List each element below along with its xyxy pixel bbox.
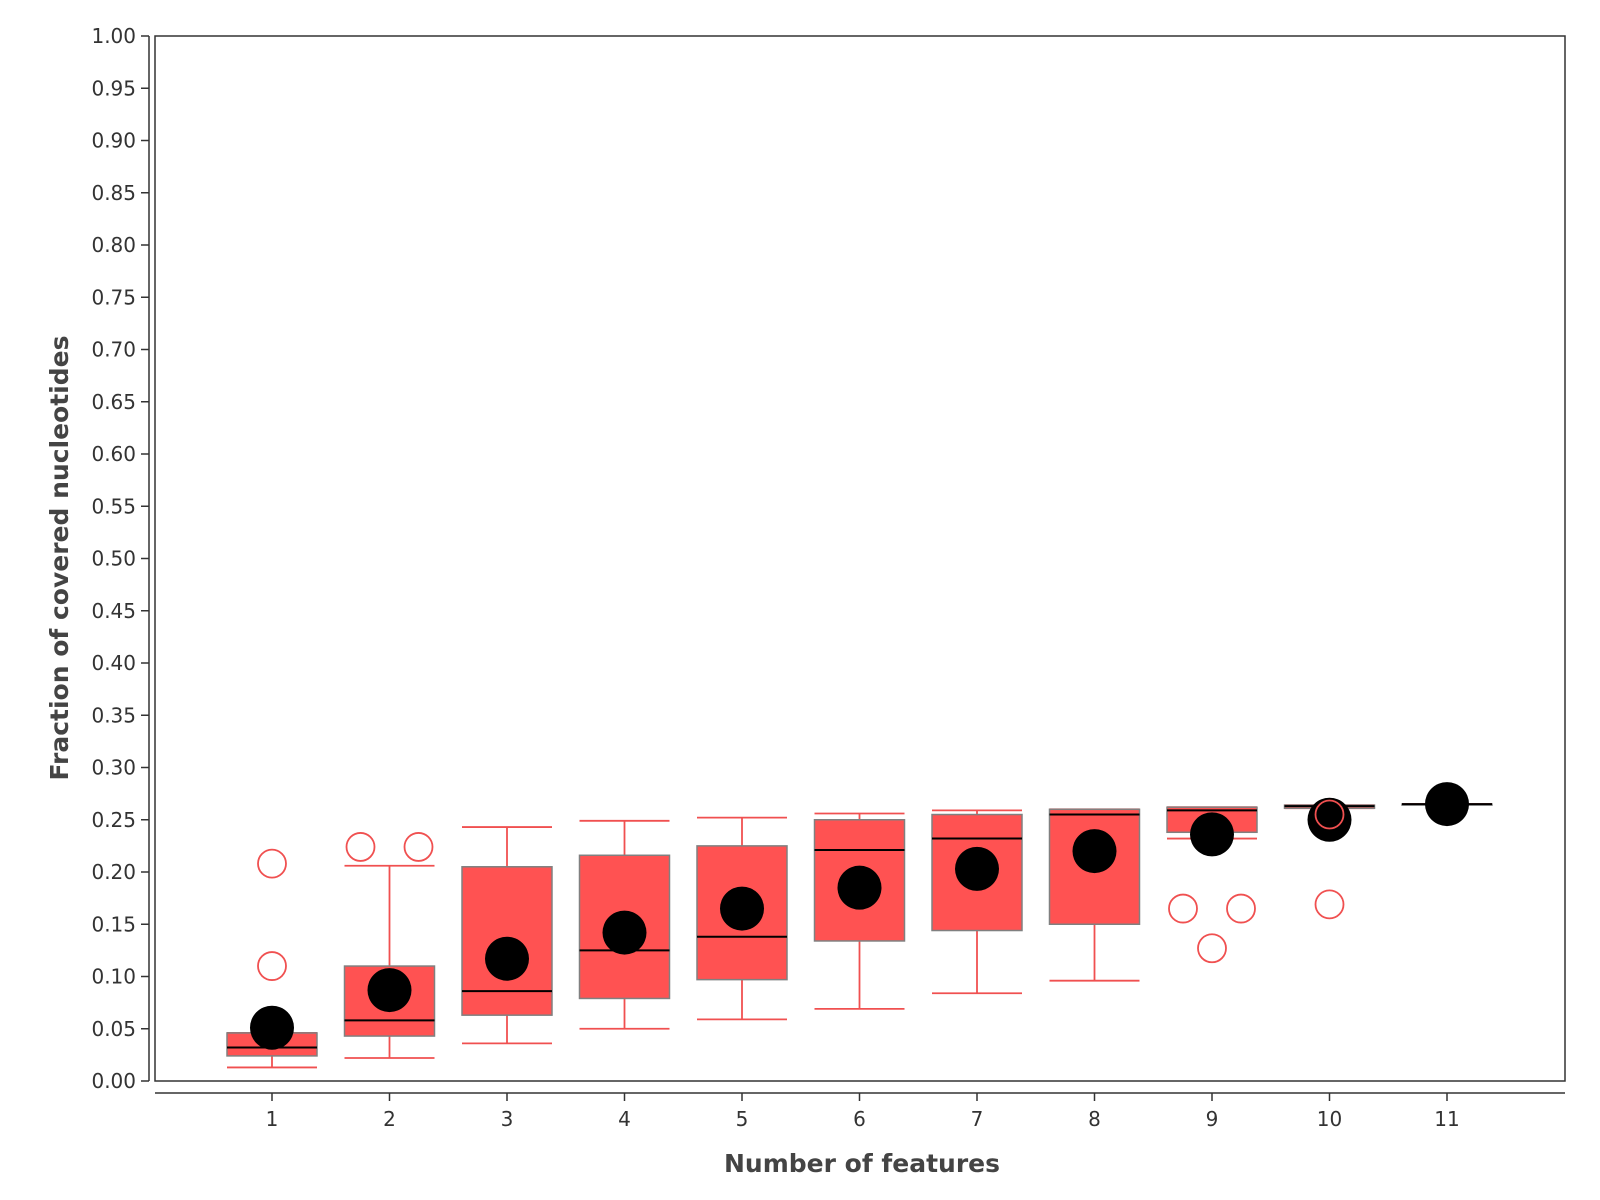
x-tick-label: 10 (1317, 1107, 1342, 1131)
y-tick-label: 0.60 (91, 442, 136, 466)
y-tick-label: 0.40 (91, 651, 136, 675)
y-axis-title: Fraction of covered nucleotides (45, 336, 74, 781)
y-tick-label: 1.00 (91, 24, 136, 48)
y-axis: 0.00 0.05 0.10 0.15 0.20 0.25 0.30 0.35 0.40 0.45… (91, 24, 150, 1093)
mean-point (955, 846, 999, 891)
mean-point (367, 968, 412, 1013)
y-tick-label: 0.75 (91, 285, 136, 309)
y-tick-label: 0.65 (91, 390, 136, 414)
outlier-point (257, 951, 287, 981)
y-tick-label: 0.25 (91, 808, 136, 832)
mean-point (602, 910, 647, 955)
x-tick-label: 9 (1206, 1107, 1219, 1131)
plot-panel-border (154, 35, 1566, 1082)
mean-point (1190, 812, 1234, 857)
outlier-point (345, 832, 376, 862)
y-tick-label: 0.35 (91, 703, 136, 727)
outlier-point (1314, 889, 1345, 920)
x-tick-label: 8 (1088, 1107, 1101, 1131)
mean-point (1425, 782, 1469, 827)
y-tick-label: 0.45 (91, 599, 136, 623)
mean-point (837, 865, 882, 910)
outlier-point (403, 832, 434, 862)
mean-point (720, 886, 764, 931)
outliers-layer (257, 799, 1345, 981)
y-tick-label: 0.50 (91, 547, 136, 571)
y-tick-label: 0.05 (91, 1017, 136, 1041)
y-tick-label: 0.30 (91, 756, 136, 780)
box-group-6 (813, 812, 906, 1010)
x-tick-label: 2 (383, 1107, 396, 1131)
mean-point (1307, 797, 1352, 842)
mean-point (250, 1005, 294, 1050)
mean-point (1072, 829, 1117, 874)
x-axis: 1 2 3 4 5 6 7 8 9 10 11 (155, 1092, 1565, 1131)
outlier-point (1168, 893, 1198, 924)
box-group-9 (1166, 806, 1258, 840)
x-axis-title: Number of features (724, 1149, 1000, 1178)
box-group-7 (931, 809, 1023, 995)
means-layer (250, 782, 1469, 1050)
outlier-point (1226, 893, 1256, 924)
x-tick-label: 6 (853, 1107, 866, 1131)
y-tick-label: 0.15 (91, 912, 136, 936)
y-tick-label: 0.00 (91, 1069, 136, 1093)
boxes-layer (226, 803, 1493, 1069)
x-tick-label: 5 (736, 1107, 749, 1131)
y-tick-label: 0.85 (91, 181, 136, 205)
y-tick-label: 0.20 (91, 860, 136, 884)
outlier-point (1314, 799, 1345, 830)
mean-point (485, 936, 529, 981)
x-tick-label: 3 (501, 1107, 514, 1131)
y-tick-label: 0.10 (91, 965, 136, 989)
y-tick-label: 0.80 (91, 233, 136, 257)
x-tick-label: 11 (1434, 1107, 1459, 1131)
outlier-point (257, 848, 287, 879)
x-tick-label: 7 (971, 1107, 984, 1131)
y-tick-label: 0.55 (91, 494, 136, 518)
y-tick-label: 0.70 (91, 338, 136, 362)
x-tick-label: 1 (266, 1107, 279, 1131)
box-group-3 (461, 826, 553, 1045)
box-group-2 (343, 864, 436, 1059)
y-tick-label: 0.95 (91, 76, 136, 100)
x-tick-label: 4 (618, 1107, 631, 1131)
y-tick-label: 0.90 (91, 129, 136, 153)
outlier-point (1197, 933, 1227, 964)
